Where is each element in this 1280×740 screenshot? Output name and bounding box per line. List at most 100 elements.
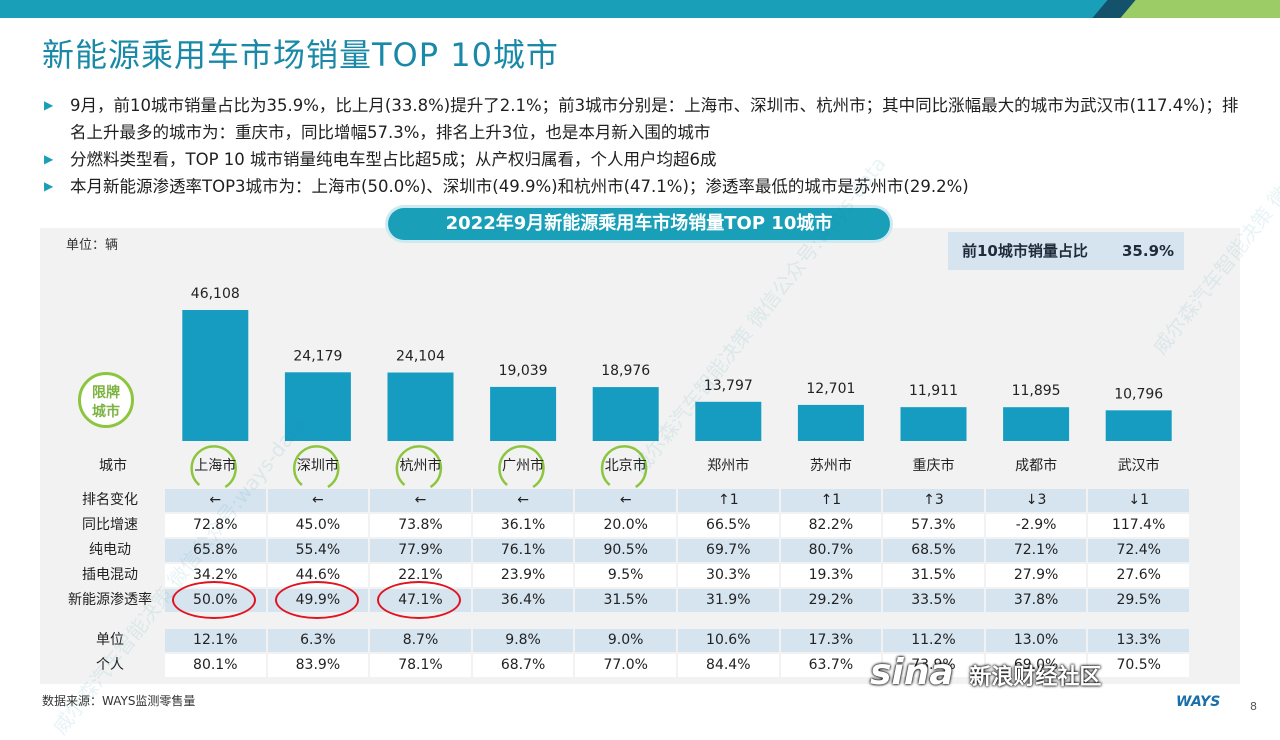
table-cell: 73.9% [883, 654, 984, 677]
summary-bullets: 9月，前10城市销量占比为35.9%，比上月(33.8%)提升了2.1%；前3城… [44, 92, 1244, 200]
bar-2 [284, 372, 351, 441]
bar-value-label-7: 12,701 [806, 381, 855, 397]
highlight-circle [172, 581, 256, 619]
bar-6 [695, 401, 762, 441]
bar-9 [1003, 407, 1070, 441]
table-cell: 30.3% [678, 564, 779, 587]
table-cell: ← [575, 489, 676, 512]
unit-label: 单位：辆 [66, 238, 119, 253]
table-cell: 12.1% [165, 629, 266, 652]
restricted-city-badge: 限牌 城市 [78, 372, 134, 428]
table-cell: 69.0% [985, 654, 1087, 677]
sina-watermark: sina 新浪财经社区 [870, 652, 1101, 696]
restricted-ring-3 [395, 445, 443, 489]
category-label-6: 郑州市 [707, 457, 749, 474]
category-label-7: 苏州市 [810, 457, 852, 474]
table-cell: 37.8% [985, 589, 1087, 612]
table-cell: ← [472, 489, 574, 512]
bullet-2: 分燃料类型看，TOP 10 城市销量纯电车型占比超5成；从产权归属看，个人用户均… [44, 146, 1244, 173]
table-cell: ← [370, 489, 471, 512]
table-cell: 23.9% [472, 564, 574, 587]
table-cell: 69.7% [678, 539, 779, 562]
page-number: 8 [1250, 700, 1257, 713]
table-cell: 68.5% [883, 539, 984, 562]
table-cell: 70.5% [1088, 654, 1189, 677]
table-cell: ↑1 [780, 489, 882, 512]
table-cell: 31.5% [883, 564, 984, 587]
table-cell: ← [267, 489, 369, 512]
table-cell: 27.6% [1088, 564, 1189, 587]
badge-line-2: 城市 [92, 404, 120, 420]
table-cell: 20.0% [575, 514, 676, 537]
bar-chart: 城市 46,108 上海市 24,179 深圳市 24,104 杭州市 19,039 广州市 18… [99, 286, 1172, 489]
share-value: 35.9% [1122, 242, 1175, 260]
table-cell: 36.1% [472, 514, 574, 537]
category-label-10: 武汉市 [1118, 457, 1160, 474]
table-cell: 117.4% [1088, 514, 1189, 537]
table-cell: 22.1% [370, 564, 471, 587]
table-cell: 13.3% [1088, 629, 1189, 652]
table-cell: ↓1 [1088, 489, 1189, 512]
bar-1 [182, 310, 249, 441]
bar-value-label-8: 11,911 [909, 383, 958, 399]
table-cell: 77.9% [370, 539, 471, 562]
table-cell: 80.7% [780, 539, 882, 562]
table-cell: 80.1% [165, 654, 266, 677]
bar-value-label-4: 19,039 [499, 363, 548, 379]
top-bar [0, 0, 1280, 18]
table-cell: 27.9% [985, 564, 1087, 587]
bar-4 [490, 386, 557, 441]
table-cell: 13.0% [985, 629, 1087, 652]
category-label-9: 成都市 [1015, 457, 1057, 474]
table-row-label: 纯电动 [89, 542, 131, 558]
bar-value-label-10: 10,796 [1114, 386, 1163, 402]
table-cell: 11.2% [883, 629, 984, 652]
highlight-circle [377, 581, 462, 619]
table-cell: 76.1% [472, 539, 574, 562]
bar-value-label-9: 11,895 [1012, 383, 1061, 399]
table-cell: 9.5% [575, 564, 676, 587]
sina-text: 新浪财经社区 [969, 665, 1102, 690]
bullet-1: 9月，前10城市销量占比为35.9%，比上月(33.8%)提升了2.1%；前3城… [44, 92, 1244, 146]
category-label-8: 重庆市 [913, 457, 955, 474]
restricted-ring-4 [498, 445, 545, 489]
table-cell: 10.6% [678, 629, 779, 652]
badge-line-1: 限牌 [92, 385, 120, 401]
table-cell: ↑3 [883, 489, 984, 512]
table-row: 纯电动 65.8% 55.4% 77.9% 76.1% 90.5% 69.7% 80.7% 68… [56, 539, 1196, 562]
table-row: 同比增速 72.8% 45.0% 73.8% 36.1% 20.0% 66.5% 82.2% 5… [56, 514, 1196, 537]
top-bar-blue [0, 0, 1120, 18]
table-cell: ← [165, 489, 266, 512]
table-row-label: 插电混动 [82, 567, 138, 583]
restricted-ring-1 [190, 445, 237, 489]
table-cell: 84.4% [678, 654, 779, 677]
bar-value-label-5: 18,976 [601, 363, 650, 379]
table-row-label: 单位 [96, 632, 124, 648]
share-box: 前10城市销量占比 35.9% [948, 232, 1184, 270]
table-cell: -2.9% [985, 514, 1087, 537]
table-row-label: 同比增速 [82, 517, 138, 533]
bar-5 [592, 387, 659, 441]
category-label-4: 广州市 [502, 457, 544, 474]
table-cell: ↑1 [678, 489, 779, 512]
restricted-ring-2 [293, 445, 340, 489]
table-cell: 29.2% [780, 589, 882, 612]
table-cell: 65.8% [165, 539, 266, 562]
table-cell: ↓3 [985, 489, 1087, 512]
table-cell: 82.2% [780, 514, 882, 537]
table-cell: 72.8% [165, 514, 266, 537]
bullet-3: 本月新能源渗透率TOP3城市为：上海市(50.0%)、深圳市(49.9%)和杭州… [44, 173, 1244, 200]
table-cell: 72.1% [985, 539, 1087, 562]
category-label-2: 深圳市 [297, 457, 339, 474]
table-cell: 34.2% [165, 564, 266, 587]
table-cell: 36.4% [472, 589, 574, 612]
category-axis-label: 城市 [99, 457, 127, 474]
table-cell: 66.5% [678, 514, 779, 537]
table-cell: 83.9% [267, 654, 369, 677]
table-cell: 73.8% [370, 514, 471, 537]
page-title: 新能源乘用车市场销量TOP 10城市 [42, 36, 559, 74]
share-label: 前10城市销量占比 [962, 242, 1088, 260]
table-cell: 57.3% [883, 514, 984, 537]
table-cell: 31.9% [678, 589, 779, 612]
table-cell: 9.0% [575, 629, 676, 652]
